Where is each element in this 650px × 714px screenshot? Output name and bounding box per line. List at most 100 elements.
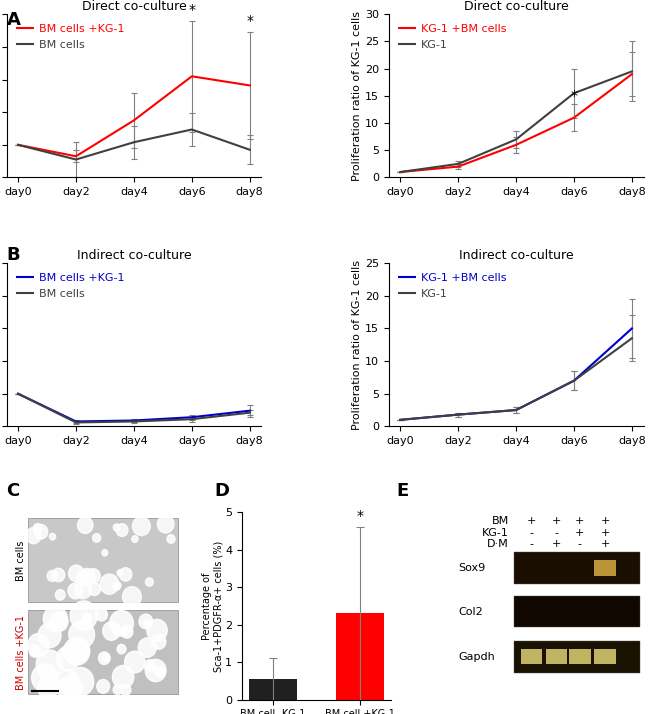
Circle shape bbox=[144, 620, 151, 628]
BM cells +KG-1 bbox=[72, 417, 80, 426]
BM cells +KG-1 bbox=[130, 416, 138, 425]
Circle shape bbox=[63, 677, 83, 698]
Circle shape bbox=[47, 570, 57, 581]
Text: +: + bbox=[575, 528, 584, 538]
Legend: KG-1 +BM cells, KG-1: KG-1 +BM cells, KG-1 bbox=[395, 20, 511, 54]
KG-1 +BM cells bbox=[570, 114, 578, 122]
Circle shape bbox=[102, 653, 110, 661]
BM cells +KG-1 bbox=[72, 152, 80, 161]
Bar bbox=[514, 595, 640, 628]
Circle shape bbox=[115, 582, 121, 588]
Text: D: D bbox=[214, 482, 229, 500]
Circle shape bbox=[79, 568, 96, 586]
KG-1 bbox=[570, 89, 578, 97]
Circle shape bbox=[44, 606, 68, 632]
Y-axis label: Proliferation ratio of KG-1 cells: Proliferation ratio of KG-1 cells bbox=[352, 260, 362, 430]
Circle shape bbox=[28, 633, 49, 656]
BM cells bbox=[14, 141, 22, 149]
BM cells +KG-1 bbox=[188, 72, 196, 81]
Circle shape bbox=[97, 680, 110, 693]
KG-1 +BM cells bbox=[454, 162, 462, 171]
Bar bbox=[594, 649, 616, 665]
BM cells bbox=[246, 408, 254, 417]
Circle shape bbox=[157, 516, 174, 533]
Text: +: + bbox=[552, 516, 562, 526]
Circle shape bbox=[117, 644, 126, 654]
Text: *: * bbox=[356, 509, 363, 523]
Title: Indirect co-culture: Indirect co-culture bbox=[77, 249, 191, 262]
Circle shape bbox=[58, 678, 72, 691]
Circle shape bbox=[64, 637, 90, 665]
Text: B: B bbox=[6, 246, 20, 264]
Circle shape bbox=[36, 650, 63, 679]
Text: BM cells +KG-1: BM cells +KG-1 bbox=[16, 615, 25, 690]
KG-1 +BM cells bbox=[570, 376, 578, 385]
Circle shape bbox=[77, 517, 93, 533]
Circle shape bbox=[112, 665, 134, 688]
Text: +: + bbox=[527, 516, 536, 526]
Text: A: A bbox=[6, 11, 20, 29]
Circle shape bbox=[145, 659, 166, 682]
Title: Indirect co-culture: Indirect co-culture bbox=[459, 249, 573, 262]
KG-1 bbox=[628, 67, 636, 76]
Text: Sox9: Sox9 bbox=[459, 563, 486, 573]
KG-1 +BM cells bbox=[512, 406, 520, 414]
Circle shape bbox=[69, 565, 84, 582]
Line: BM cells: BM cells bbox=[18, 129, 250, 159]
Circle shape bbox=[113, 524, 120, 531]
KG-1 +BM cells bbox=[454, 411, 462, 419]
Title: Direct co-culture: Direct co-culture bbox=[81, 0, 187, 13]
Text: BM: BM bbox=[491, 516, 509, 526]
Bar bbox=[514, 553, 640, 584]
Legend: KG-1 +BM cells, KG-1: KG-1 +BM cells, KG-1 bbox=[395, 268, 511, 303]
Text: D·M: D·M bbox=[487, 539, 509, 549]
Title: Direct co-culture: Direct co-culture bbox=[463, 0, 569, 13]
KG-1 bbox=[396, 168, 404, 176]
KG-1 bbox=[454, 160, 462, 169]
Bar bbox=[546, 649, 567, 665]
Text: *: * bbox=[571, 89, 577, 104]
Circle shape bbox=[55, 590, 65, 600]
BM cells +KG-1 bbox=[14, 141, 22, 149]
Circle shape bbox=[120, 685, 131, 695]
Circle shape bbox=[38, 677, 58, 699]
KG-1 +BM cells bbox=[628, 70, 636, 79]
Circle shape bbox=[54, 669, 79, 697]
Line: KG-1 +BM cells: KG-1 +BM cells bbox=[400, 328, 632, 420]
Bar bbox=[521, 649, 542, 665]
Circle shape bbox=[76, 570, 89, 583]
Circle shape bbox=[32, 664, 57, 692]
Circle shape bbox=[68, 583, 83, 599]
Circle shape bbox=[68, 668, 94, 695]
Line: KG-1 +BM cells: KG-1 +BM cells bbox=[400, 74, 632, 172]
Circle shape bbox=[92, 533, 101, 542]
KG-1 bbox=[628, 334, 636, 343]
Circle shape bbox=[96, 608, 107, 621]
Circle shape bbox=[113, 685, 122, 695]
Circle shape bbox=[146, 578, 153, 586]
Y-axis label: Percentage of
Sca-1+PDGFR-α+ cells (%): Percentage of Sca-1+PDGFR-α+ cells (%) bbox=[202, 540, 224, 671]
Bar bbox=[569, 649, 591, 665]
Circle shape bbox=[132, 536, 138, 543]
KG-1 bbox=[454, 411, 462, 419]
Circle shape bbox=[167, 535, 175, 543]
Text: *: * bbox=[188, 3, 195, 17]
Circle shape bbox=[49, 533, 56, 540]
Circle shape bbox=[69, 620, 95, 648]
BM cells bbox=[188, 125, 196, 134]
Circle shape bbox=[34, 524, 47, 539]
Circle shape bbox=[40, 664, 56, 681]
BM cells bbox=[130, 417, 138, 426]
Circle shape bbox=[100, 574, 119, 594]
Line: KG-1: KG-1 bbox=[400, 71, 632, 172]
BM cells +KG-1 bbox=[14, 389, 22, 398]
Circle shape bbox=[82, 613, 92, 623]
BM cells +KG-1 bbox=[130, 116, 138, 125]
Circle shape bbox=[67, 639, 89, 662]
BM cells +KG-1 bbox=[246, 406, 254, 415]
Bar bbox=[594, 560, 616, 576]
KG-1 +BM cells bbox=[628, 324, 636, 333]
Circle shape bbox=[120, 568, 132, 581]
BM cells +KG-1 bbox=[246, 81, 254, 90]
Circle shape bbox=[121, 625, 133, 638]
